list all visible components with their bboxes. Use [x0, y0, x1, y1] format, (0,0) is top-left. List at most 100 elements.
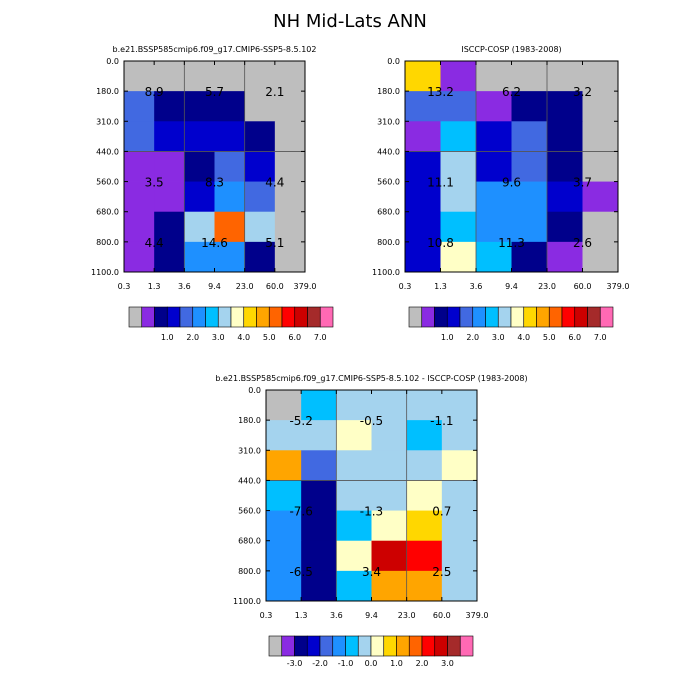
x-tick-label: 1.3 [434, 282, 447, 291]
x-tick-label: 9.4 [365, 611, 378, 620]
heatmap-cell [214, 121, 246, 152]
cell-value-label: 5.1 [265, 236, 284, 250]
heatmap-cell [274, 181, 306, 213]
heatmap-cell [244, 61, 276, 92]
x-tick-label: 23.0 [538, 282, 556, 291]
y-tick-label: 680.0 [96, 208, 119, 217]
cell-value-label: 3.7 [573, 176, 592, 190]
heatmap-cell [371, 510, 408, 542]
y-tick-label: 800.0 [238, 567, 261, 576]
heatmap-cell [214, 241, 246, 273]
heatmap-cell [547, 181, 583, 213]
y-tick-label: 310.0 [238, 446, 261, 455]
heatmap-cell [440, 241, 477, 273]
colorbar-label: 7.0 [594, 333, 607, 342]
colorbar-label: 4.0 [237, 333, 250, 342]
x-tick-label: 379.0 [607, 282, 630, 291]
colorbar-swatch [446, 306, 461, 328]
heatmap-cell [371, 390, 408, 421]
colorbar-label: 2.0 [186, 333, 199, 342]
heatmap-cell [154, 181, 185, 213]
cell-value-label: 13.2 [427, 85, 454, 99]
heatmap-cell [405, 61, 441, 92]
colorbar-swatch [421, 306, 435, 328]
heatmap-cell [301, 570, 337, 602]
heatmap-cell [274, 61, 306, 92]
colorbar-swatch [307, 306, 321, 328]
heatmap-cell [371, 420, 408, 451]
heatmap-cell [406, 480, 443, 511]
heatmap-cell [582, 151, 619, 182]
heatmap-cell [441, 450, 478, 481]
heatmap-cell [214, 151, 246, 182]
colorbar-label: 5.0 [263, 333, 276, 342]
cell-value-label: -6.5 [289, 565, 312, 579]
colorbar-swatch [548, 306, 563, 328]
heatmap-cell [184, 121, 215, 152]
colorbar-label: 6.0 [568, 333, 581, 342]
heatmap-cell [124, 181, 155, 213]
colorbar-swatch [510, 306, 525, 328]
colorbar-swatch [319, 306, 334, 328]
y-tick-label: 560.0 [377, 178, 400, 187]
heatmap-cell [244, 211, 276, 243]
y-tick-label: 0.0 [387, 57, 400, 66]
colorbar-swatch [128, 306, 143, 328]
heatmap-cell [184, 181, 215, 213]
heatmap-cell [266, 480, 302, 511]
heatmap-cell [214, 91, 246, 122]
heatmap-cell [301, 540, 337, 572]
colorbar-swatch [447, 635, 461, 657]
heatmap-cell [441, 570, 478, 602]
heatmap-cell [371, 570, 408, 602]
x-tick-label: 60.0 [266, 282, 284, 291]
panel-subtitle: ISCCP-COSP (1983-2008) [461, 45, 561, 54]
heatmap-cell [547, 211, 583, 243]
heatmap-cell [266, 570, 302, 602]
heatmap-cell [406, 540, 443, 572]
heatmap-cell [441, 420, 478, 451]
heatmap-cell [440, 61, 477, 92]
cell-value-label: 11.3 [498, 236, 525, 250]
y-tick-label: 440.0 [238, 476, 261, 485]
y-tick-label: 560.0 [238, 507, 261, 516]
x-tick-label: 1.3 [148, 282, 161, 291]
heatmap-cell [582, 181, 619, 213]
heatmap-cell [214, 181, 246, 213]
colorbar-swatch [357, 635, 372, 657]
colorbar-label: 7.0 [314, 333, 327, 342]
heatmap-cell [336, 390, 372, 421]
colorbar-label: 2.0 [466, 333, 479, 342]
heatmap-cell [476, 121, 512, 152]
heatmap-cell [511, 121, 548, 152]
colorbar-label: 3.0 [441, 659, 454, 668]
colorbar-swatch [192, 306, 206, 328]
colorbar-swatch [497, 306, 512, 328]
heatmap-cell [405, 211, 441, 243]
colorbar-swatch [268, 635, 283, 657]
colorbar-swatch [396, 635, 410, 657]
heatmap-cell [244, 151, 276, 182]
cell-value-label: 14.6 [201, 236, 228, 250]
y-tick-label: 440.0 [96, 147, 119, 156]
heatmap-cell [511, 91, 548, 122]
y-tick-label: 0.0 [106, 57, 119, 66]
colorbar-swatch [205, 306, 219, 328]
cell-value-label: 10.8 [427, 236, 454, 250]
x-tick-label: 0.3 [399, 282, 412, 291]
colorbar-label: 1.0 [161, 333, 174, 342]
colorbar-label: 3.0 [492, 333, 505, 342]
heatmap-cell [336, 450, 372, 481]
heatmap-cell [124, 211, 155, 243]
cell-value-label: -5.2 [289, 414, 312, 428]
heatmap-cell [476, 241, 512, 273]
figure-title: NH Mid-Lats ANN [273, 11, 427, 32]
colorbar-label: 3.0 [212, 333, 225, 342]
heatmap-cell [547, 151, 583, 182]
cell-value-label: 9.6 [502, 176, 521, 190]
cell-value-label: -1.3 [360, 505, 383, 519]
heatmap-cell [274, 241, 306, 273]
heatmap-cell [274, 91, 306, 122]
colorbar-swatch [179, 306, 194, 328]
colorbar-swatch [141, 306, 155, 328]
